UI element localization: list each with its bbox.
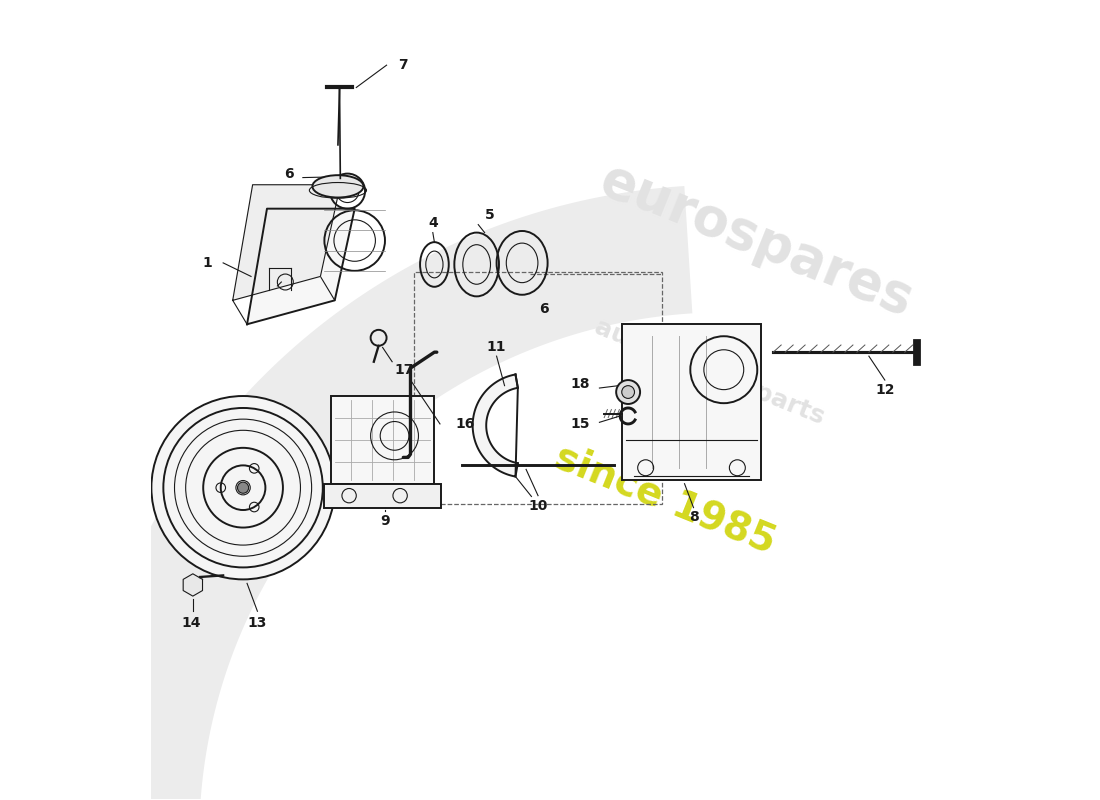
Text: automation parts: automation parts [591, 315, 828, 430]
Text: 14: 14 [182, 616, 201, 630]
Text: since 1985: since 1985 [550, 438, 782, 562]
Polygon shape [233, 185, 340, 300]
Polygon shape [473, 374, 518, 477]
Text: 5: 5 [485, 208, 494, 222]
Circle shape [238, 482, 249, 494]
Ellipse shape [312, 175, 363, 198]
Bar [324, 484, 441, 508]
Bar [621, 324, 761, 480]
Text: 6: 6 [539, 302, 549, 316]
Text: 4: 4 [429, 216, 439, 230]
Text: 7: 7 [398, 58, 408, 72]
Text: 16: 16 [455, 417, 475, 431]
Text: eurospares: eurospares [593, 154, 922, 327]
Text: 6: 6 [284, 167, 294, 182]
Text: 13: 13 [248, 616, 267, 630]
Text: 12: 12 [876, 383, 894, 398]
Text: 10: 10 [528, 499, 548, 513]
Text: 17: 17 [395, 362, 414, 377]
Text: 8: 8 [689, 510, 698, 524]
Text: 18: 18 [571, 377, 590, 391]
Circle shape [152, 396, 334, 579]
Text: 15: 15 [571, 417, 590, 431]
Bar [331, 396, 434, 484]
Polygon shape [72, 186, 692, 800]
Bar [415, 273, 661, 504]
Circle shape [621, 386, 635, 398]
Circle shape [616, 380, 640, 404]
Text: 1: 1 [202, 256, 212, 270]
Polygon shape [248, 209, 354, 324]
Polygon shape [184, 574, 202, 596]
Text: 9: 9 [381, 514, 389, 528]
Text: 11: 11 [486, 339, 506, 354]
